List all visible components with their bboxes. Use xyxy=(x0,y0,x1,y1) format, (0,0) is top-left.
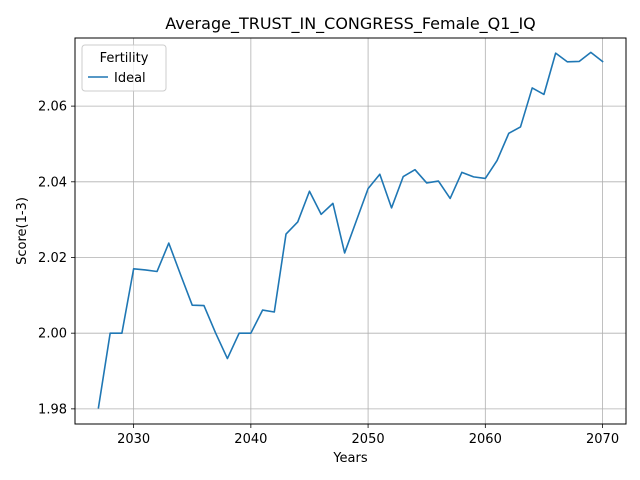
chart-title: Average_TRUST_IN_CONGRESS_Female_Q1_IQ xyxy=(165,14,536,34)
legend-box xyxy=(81,44,167,92)
y-tick-label: 2.00 xyxy=(38,327,67,342)
x-axis-ticks: 2030 2040 2050 2060 2070 xyxy=(117,424,619,447)
x-axis-label: Years xyxy=(332,451,368,466)
series-layer xyxy=(97,51,604,409)
legend-entry-ideal: Ideal xyxy=(114,71,146,86)
y-axis-label: Score(1-3) xyxy=(15,197,30,265)
x-tick-label: 2040 xyxy=(234,432,267,447)
y-tick-label: 2.02 xyxy=(38,251,67,266)
plot-area-frame xyxy=(74,37,627,425)
x-tick-label: 2070 xyxy=(586,432,619,447)
y-axis-ticks: 1.98 2.00 2.02 2.04 2.06 xyxy=(38,100,75,417)
series-line-ideal xyxy=(97,51,604,409)
x-tick-label: 2030 xyxy=(117,432,150,447)
x-tick-label: 2060 xyxy=(469,432,502,447)
y-tick-label: 2.04 xyxy=(38,175,67,190)
legend-title: Fertility xyxy=(100,51,149,66)
grid-lines xyxy=(75,38,626,424)
y-tick-label: 2.06 xyxy=(38,100,67,115)
y-tick-label: 1.98 xyxy=(38,402,67,417)
legend: Fertility Ideal xyxy=(81,44,167,92)
x-tick-label: 2050 xyxy=(352,432,385,447)
